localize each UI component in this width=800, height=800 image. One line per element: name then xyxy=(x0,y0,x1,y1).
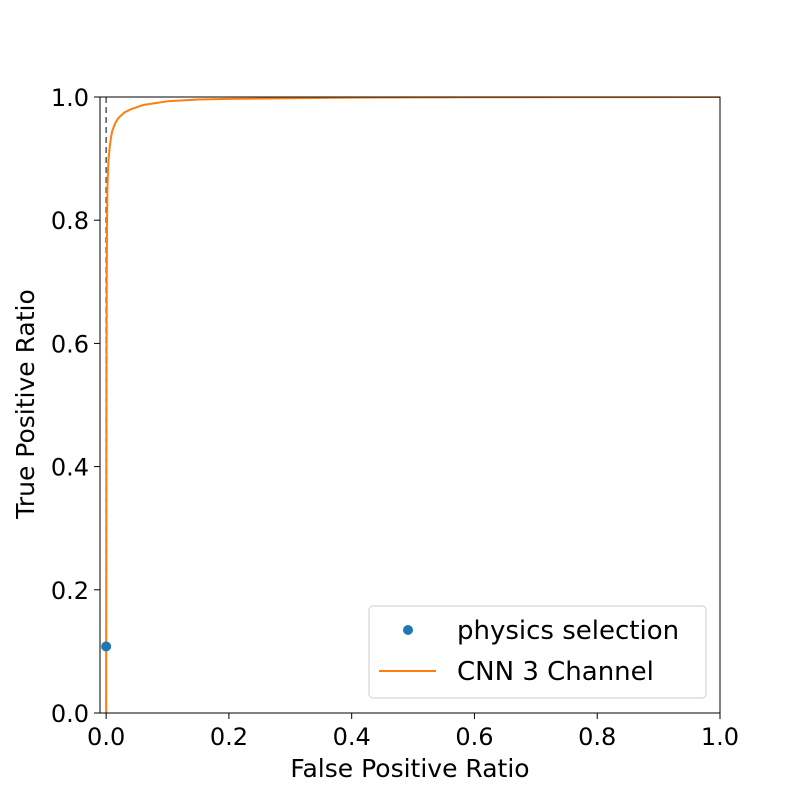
plot-series-group xyxy=(105,97,720,713)
x-tick-label: 0.4 xyxy=(333,723,371,751)
x-tick-label: 0.8 xyxy=(578,723,616,751)
axes: 0.0 0.2 0.4 0.6 0.8 1.0 0.0 0.2 0.4 0.6 0.8 1.0 xyxy=(51,84,739,751)
legend-cnn-3-channel-label: CNN 3 Channel xyxy=(457,657,654,687)
y-tick-label: 0.2 xyxy=(51,577,89,605)
series-physics-selection-point xyxy=(101,641,112,652)
y-tick-label: 0.0 xyxy=(51,700,89,728)
legend-box xyxy=(368,605,707,699)
legend-physics-selection-label: physics selection xyxy=(457,616,679,646)
plot-area xyxy=(101,97,720,713)
x-tick-label: 1.0 xyxy=(701,723,739,751)
x-tick-label: 0.2 xyxy=(210,723,248,751)
x-axis-label: False Positive Ratio xyxy=(290,754,529,783)
legend-physics-selection-marker xyxy=(403,625,413,635)
legend: physics selection CNN 3 Channel xyxy=(368,605,707,699)
y-tick-label: 0.6 xyxy=(51,330,89,358)
y-tick-label: 1.0 xyxy=(51,84,89,112)
plot-frame xyxy=(99,96,721,714)
x-tick-label: 0.6 xyxy=(455,723,493,751)
y-tick-label: 0.4 xyxy=(51,454,89,482)
x-tick-label: 0.0 xyxy=(87,723,125,751)
y-tick-label: 0.8 xyxy=(51,207,89,235)
series-cnn-3-channel-line xyxy=(105,97,720,713)
y-axis-label: True Positive Ratio xyxy=(11,289,40,520)
